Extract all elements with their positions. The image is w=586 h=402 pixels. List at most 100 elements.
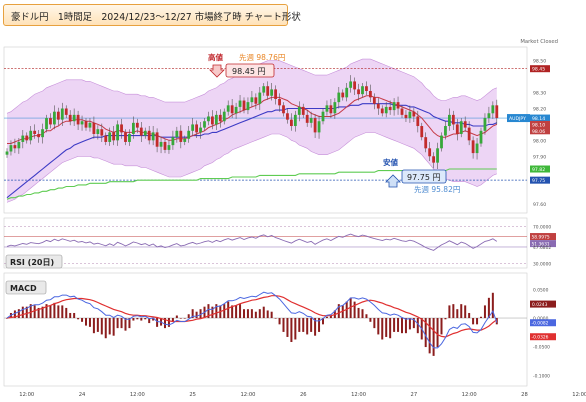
time-tick-label: 12:00 [19, 392, 34, 398]
candle-body [455, 124, 459, 134]
price-tag [530, 65, 550, 73]
title-banner: 豪ドル円 1時間足 2024/12/23〜12/27 市場終了時 チャート形状 [3, 4, 301, 26]
candle-body [53, 111, 56, 125]
candle-body [147, 130, 151, 141]
macd-histogram-bar [476, 318, 479, 325]
high-value-box [225, 63, 275, 78]
price-tag [530, 120, 550, 128]
candle-body [487, 113, 491, 119]
macd-histogram-bar [239, 304, 242, 319]
macd-histogram-bar [314, 318, 317, 336]
candle-body [155, 132, 159, 147]
candle-body [80, 121, 84, 125]
candle-body [21, 135, 25, 142]
close-symbol-tag [507, 114, 530, 123]
macd-histogram-bar [156, 318, 159, 327]
macd-histogram-bar [207, 304, 210, 319]
candle-body [17, 141, 21, 149]
low-label: 安値 [383, 157, 398, 167]
time-tick-label: 12:00 [572, 392, 586, 398]
macd-histogram-bar [302, 318, 305, 332]
candle-body [357, 89, 360, 95]
macd-histogram-bar [136, 318, 139, 320]
macd-histogram-bar [49, 305, 52, 319]
candle-body [238, 100, 242, 107]
candle-body [297, 106, 301, 115]
price-tick-label: 97.60 [533, 202, 546, 208]
time-tick-label: 28 [521, 392, 528, 398]
macd-histogram-bar [73, 312, 76, 319]
macd-tag-label: 0.0243 [532, 302, 548, 308]
macd-histogram-bar [85, 318, 87, 326]
macd-histogram-bar [183, 318, 186, 319]
candle-body [250, 97, 254, 103]
macd-histogram-bar [120, 318, 123, 329]
candle-body [337, 92, 341, 103]
rsi-tag [530, 240, 556, 248]
macd-histogram-bar [381, 318, 384, 340]
market-status: Market Closed [520, 39, 558, 45]
macd-histogram-bar [349, 297, 352, 319]
macd-histogram-bar [211, 306, 214, 319]
candle-body [333, 102, 337, 114]
rsi-tick-label: 30.0000 [533, 261, 551, 267]
price-tag [530, 127, 550, 135]
candle-body [266, 86, 270, 96]
macd-histogram-bar [112, 318, 115, 336]
candle-body [290, 119, 293, 127]
macd-histogram-bar [29, 304, 32, 319]
macd-histogram-bar [404, 318, 407, 334]
macd-histogram-bar [432, 318, 435, 356]
candle-body [467, 127, 471, 141]
macd-histogram-bar [318, 318, 321, 332]
macd-histogram-bar [132, 318, 135, 321]
candle-body [440, 135, 443, 149]
candle-body [412, 111, 416, 117]
macd-histogram-bar [464, 305, 467, 319]
candle-body [163, 141, 167, 150]
candle-body [309, 118, 313, 123]
price-tag [530, 176, 550, 184]
signal-tag [530, 333, 556, 341]
macd-histogram-bar [365, 314, 368, 319]
macd-histogram-bar [108, 318, 111, 335]
candle-body [416, 116, 420, 127]
macd-histogram-bar [104, 318, 107, 339]
signal-line [6, 295, 498, 338]
macd-histogram-bar [81, 318, 84, 322]
macd-histogram-bar [13, 310, 16, 319]
macd-histogram-bar [6, 318, 8, 319]
candle-body [56, 111, 60, 120]
low-value-box [401, 169, 447, 184]
macd-histogram-bar [361, 309, 364, 319]
macd-histogram-bar [254, 311, 257, 319]
price-tag-label: 98.10 [532, 122, 545, 128]
macd-histogram-bar [448, 305, 451, 319]
macd-histogram-bar [124, 318, 127, 331]
candle-body [404, 114, 408, 119]
macd-histogram-bar [369, 318, 372, 322]
price-tag-label: 98.06 [532, 129, 545, 135]
candle-body [282, 105, 285, 114]
macd-histogram-bar [436, 318, 439, 348]
candle-body [13, 145, 17, 149]
macd-histogram-bar [258, 309, 261, 319]
candle-body [171, 137, 175, 146]
macd-histogram-bar [483, 305, 486, 319]
macd-histogram-bar [199, 309, 202, 319]
down-arrow-icon [209, 64, 225, 78]
candle-body [124, 132, 127, 142]
candle-body [76, 114, 80, 125]
candle-body [436, 148, 439, 163]
candle-body [270, 89, 274, 96]
macd-histogram-bar [456, 309, 459, 319]
macd-histogram-bar [298, 318, 301, 332]
macd-histogram-bar [175, 315, 178, 319]
price-tag [530, 165, 550, 173]
candle-body [108, 132, 112, 142]
macd-histogram-bar [385, 318, 388, 337]
candle-body [349, 81, 353, 88]
candle-body [222, 111, 226, 122]
prev-week-low: 先週 95.82円 [414, 184, 460, 194]
